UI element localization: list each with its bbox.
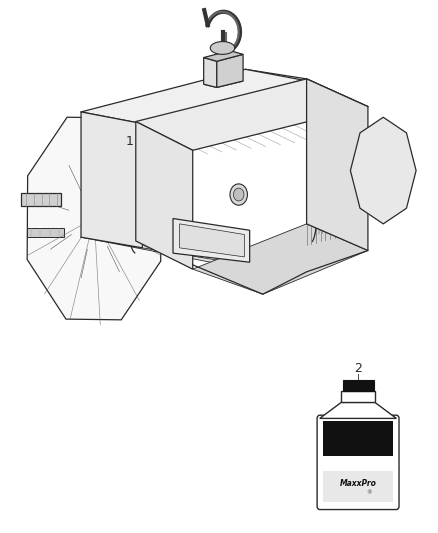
FancyBboxPatch shape: [317, 415, 399, 510]
Circle shape: [39, 152, 149, 285]
Polygon shape: [210, 42, 235, 54]
Text: 2: 2: [354, 362, 362, 375]
Circle shape: [32, 252, 39, 261]
Polygon shape: [27, 228, 64, 237]
Circle shape: [70, 189, 118, 248]
Circle shape: [230, 184, 247, 205]
Polygon shape: [204, 51, 243, 61]
Circle shape: [371, 130, 376, 135]
Circle shape: [405, 152, 409, 158]
Circle shape: [370, 155, 396, 187]
Circle shape: [32, 175, 39, 183]
Ellipse shape: [74, 220, 101, 239]
Polygon shape: [204, 77, 243, 87]
Polygon shape: [81, 69, 302, 124]
Circle shape: [391, 130, 396, 135]
Polygon shape: [217, 54, 243, 87]
Text: 1: 1: [125, 135, 133, 148]
Circle shape: [114, 308, 121, 317]
Circle shape: [233, 188, 244, 201]
Circle shape: [148, 172, 155, 180]
Circle shape: [357, 183, 362, 189]
Text: Ⓜ: Ⓜ: [355, 430, 361, 440]
Circle shape: [358, 152, 362, 157]
Bar: [323, 421, 393, 456]
Circle shape: [113, 119, 120, 127]
Polygon shape: [320, 402, 396, 418]
Polygon shape: [173, 219, 250, 262]
Polygon shape: [81, 237, 289, 272]
Circle shape: [348, 424, 368, 447]
Polygon shape: [343, 380, 374, 391]
Circle shape: [149, 254, 156, 262]
Polygon shape: [307, 79, 368, 251]
Polygon shape: [21, 193, 61, 206]
Circle shape: [391, 206, 395, 211]
Polygon shape: [136, 122, 193, 269]
Circle shape: [404, 184, 409, 189]
Circle shape: [375, 161, 391, 180]
Polygon shape: [136, 79, 368, 150]
Polygon shape: [350, 117, 416, 224]
Polygon shape: [81, 112, 142, 248]
Polygon shape: [193, 224, 368, 294]
Circle shape: [67, 120, 74, 129]
Text: ®: ®: [366, 490, 372, 495]
Bar: [323, 471, 393, 502]
Polygon shape: [180, 224, 244, 257]
Polygon shape: [27, 117, 161, 320]
Polygon shape: [341, 391, 375, 402]
Circle shape: [66, 308, 73, 316]
Text: MaxxPro: MaxxPro: [339, 479, 377, 488]
Circle shape: [371, 206, 375, 211]
Polygon shape: [204, 58, 217, 87]
